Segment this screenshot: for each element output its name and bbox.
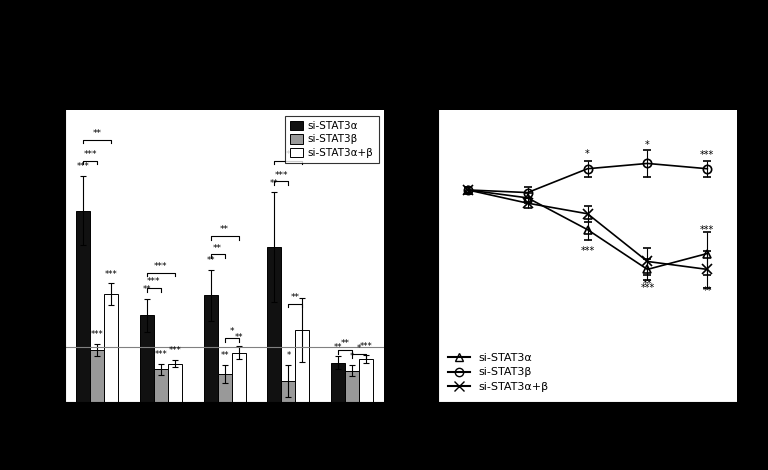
Bar	[154, 369, 168, 438]
Legend: si-STAT3α, si-STAT3β, si-STAT3α+β: si-STAT3α, si-STAT3β, si-STAT3α+β	[285, 116, 379, 163]
Text: *: *	[286, 150, 290, 159]
Text: ***: ***	[104, 270, 118, 279]
Text: ***: ***	[147, 277, 161, 286]
Text: *: *	[230, 327, 234, 337]
Bar	[104, 294, 118, 438]
Bar	[217, 374, 232, 438]
Bar	[345, 371, 359, 438]
Text: **: **	[643, 279, 652, 289]
Bar	[168, 364, 182, 438]
Text: *: *	[286, 351, 290, 360]
Text: **: **	[291, 293, 300, 302]
Text: **: **	[234, 333, 243, 342]
Text: ***: ***	[168, 346, 181, 355]
Text: ***: ***	[700, 150, 714, 160]
Legend: si-STAT3α, si-STAT3β, si-STAT3α+β: si-STAT3α, si-STAT3β, si-STAT3α+β	[443, 349, 554, 396]
Text: *: *	[645, 140, 650, 150]
Text: *: *	[585, 149, 590, 159]
Text: **: **	[220, 225, 229, 234]
Text: **: **	[341, 339, 349, 348]
Bar	[204, 295, 217, 438]
Y-axis label: Relative mRNA expression: Relative mRNA expression	[18, 179, 31, 334]
Text: ***: ***	[581, 246, 594, 256]
Text: *: *	[350, 352, 354, 361]
Text: **: **	[214, 243, 222, 252]
Bar	[140, 315, 154, 438]
Text: ***: ***	[84, 150, 97, 159]
Text: ***: ***	[641, 283, 654, 293]
Text: *: *	[357, 344, 361, 352]
Text: **: **	[703, 286, 712, 296]
Text: A: A	[18, 99, 31, 117]
Text: **: **	[207, 256, 215, 265]
Text: ***: ***	[154, 350, 167, 359]
Text: ***: ***	[77, 163, 90, 172]
Bar	[76, 211, 90, 438]
Text: ***: ***	[275, 171, 288, 180]
Text: **: **	[143, 285, 151, 294]
Text: ***: ***	[91, 330, 104, 339]
Text: **: **	[220, 351, 229, 360]
Bar	[331, 363, 345, 438]
Text: B: B	[390, 99, 403, 117]
Bar	[232, 352, 246, 438]
Text: **: **	[93, 129, 101, 138]
Bar	[267, 247, 281, 438]
Text: **: **	[270, 179, 279, 188]
Text: ***: ***	[700, 225, 714, 235]
Y-axis label: Cell viability (%): Cell viability (%)	[387, 208, 400, 305]
Bar	[359, 359, 373, 438]
Text: ***: ***	[359, 342, 372, 351]
Bar	[281, 381, 296, 438]
Bar	[296, 330, 310, 438]
Text: **: **	[334, 343, 343, 352]
Bar	[90, 350, 104, 438]
Text: ***: ***	[154, 262, 167, 271]
